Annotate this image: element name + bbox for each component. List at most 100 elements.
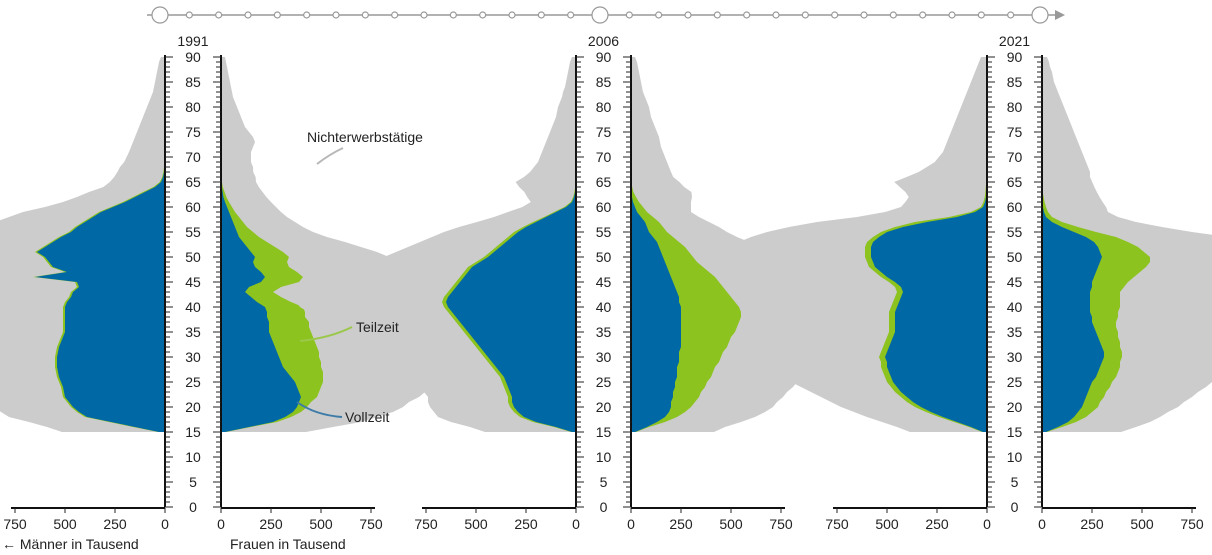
men-fulltime-area (446, 57, 576, 432)
men-x-tick-label: 0 (161, 516, 169, 532)
timeline-marker (831, 11, 839, 19)
age-tick-label: 30 (1007, 349, 1023, 365)
men-x-tick-label: 250 (925, 516, 949, 532)
men-axis-label: ← Männer in Tausend (2, 536, 139, 552)
timeline-marker-highlight (591, 6, 609, 24)
age-tick-label: 85 (185, 74, 201, 90)
women-x-tick-label: 0 (1038, 516, 1046, 532)
age-tick-label: 25 (596, 374, 612, 390)
age-tick-label: 90 (185, 49, 201, 65)
men-x-tick-label: 0 (983, 516, 991, 532)
age-tick-label: 50 (1007, 249, 1023, 265)
age-tick-label: 10 (596, 449, 612, 465)
timeline-marker (1007, 11, 1015, 19)
age-tick-label: 60 (596, 199, 612, 215)
timeline-marker (801, 11, 809, 19)
age-tick-label: 70 (1007, 149, 1023, 165)
timeline-marker (391, 11, 399, 19)
men-x-tick-label: 250 (103, 516, 127, 532)
men-fulltime-area (35, 57, 165, 432)
age-tick-label: 85 (1007, 74, 1023, 90)
women-x-tick-label: 750 (769, 516, 793, 532)
age-tick-label: 60 (1007, 199, 1023, 215)
men-x-tick-label: 500 (53, 516, 77, 532)
men-x-tick-label: 500 (875, 516, 899, 532)
age-tick-label: 55 (185, 224, 201, 240)
timeline-marker (919, 11, 927, 19)
annotation-teilzeit-leader (299, 326, 353, 342)
timeline-marker (303, 11, 311, 19)
timeline-marker (772, 11, 780, 19)
age-tick-label: 80 (596, 99, 612, 115)
year-label: 1991 (177, 33, 208, 49)
age-tick-label: 65 (596, 174, 612, 190)
women-x-tick-label: 500 (1130, 516, 1154, 532)
age-tick-label: 15 (596, 424, 612, 440)
age-tick-label: 70 (596, 149, 612, 165)
pyramid-panel-1991: 0 5 10 15 20 25 30 35 40 45 50 55 60 65 70 75 80 85 901991… (0, 33, 435, 532)
timeline-marker (508, 11, 516, 19)
timeline-marker (713, 11, 721, 19)
age-tick-label: 55 (1007, 224, 1023, 240)
timeline-marker (244, 11, 252, 19)
men-x-tick-label: 750 (414, 516, 438, 532)
annotation-teilzeit: Teilzeit (356, 319, 399, 335)
women-fulltime-area (221, 57, 301, 432)
timeline-marker (860, 11, 868, 19)
age-tick-label: 10 (1007, 449, 1023, 465)
women-x-tick-label: 250 (1080, 516, 1104, 532)
age-tick-label: 70 (185, 149, 201, 165)
timeline-marker (684, 11, 692, 19)
timeline-marker-highlight (1031, 6, 1049, 24)
age-tick-label: 85 (596, 74, 612, 90)
timeline-marker (889, 11, 897, 19)
age-tick-label: 15 (185, 424, 201, 440)
age-tick-label: 25 (185, 374, 201, 390)
age-tick-label: 20 (1007, 399, 1023, 415)
timeline-marker (567, 11, 575, 19)
timeline-marker (537, 11, 545, 19)
annotation-nichterwerbstaetige: Nichterwerbstätige (307, 129, 423, 145)
pyramid-panel-2006: 0 5 10 15 20 25 30 35 40 45 50 55 60 65 70 75 80 85 902006… (296, 33, 863, 532)
timeline-marker (185, 11, 193, 19)
age-tick-label: 5 (1011, 474, 1019, 490)
timeline-marker (273, 11, 281, 19)
women-x-tick-label: 500 (719, 516, 743, 532)
men-x-tick-label: 500 (464, 516, 488, 532)
men-x-tick-label: 750 (825, 516, 849, 532)
age-tick-label: 65 (185, 174, 201, 190)
men-fulltime-area (871, 57, 987, 432)
women-x-tick-label: 0 (627, 516, 635, 532)
age-tick-label: 5 (189, 474, 197, 490)
age-tick-label: 10 (185, 449, 201, 465)
women-x-tick-label: 750 (1180, 516, 1204, 532)
age-tick-label: 35 (185, 324, 201, 340)
timeline-marker (743, 11, 751, 19)
timeline-marker (449, 11, 457, 19)
age-tick-label: 35 (1007, 324, 1023, 340)
age-tick-label: 40 (1007, 299, 1023, 315)
women-x-tick-label: 500 (309, 516, 333, 532)
age-tick-label: 45 (185, 274, 201, 290)
age-tick-label: 0 (600, 499, 608, 515)
age-tick-label: 90 (1007, 49, 1023, 65)
age-tick-label: 0 (189, 499, 197, 515)
age-tick-label: 55 (596, 224, 612, 240)
age-tick-label: 20 (185, 399, 201, 415)
age-tick-label: 30 (185, 349, 201, 365)
age-tick-label: 35 (596, 324, 612, 340)
timeline-marker-highlight (151, 6, 169, 24)
age-tick-label: 45 (1007, 274, 1023, 290)
timeline-marker (215, 11, 223, 19)
annotation-nichterwerbstaetige-leader (316, 147, 344, 165)
age-tick-label: 90 (596, 49, 612, 65)
timeline-marker (361, 11, 369, 19)
timeline-marker (625, 11, 633, 19)
timeline-marker (479, 11, 487, 19)
age-tick-label: 40 (185, 299, 201, 315)
pyramid-panel-2021: 0 5 10 15 20 25 30 35 40 45 50 55 60 65 70 75 80 85 902021… (731, 33, 1212, 532)
age-tick-label: 80 (185, 99, 201, 115)
men-x-tick-label: 0 (572, 516, 580, 532)
age-tick-label: 75 (185, 124, 201, 140)
